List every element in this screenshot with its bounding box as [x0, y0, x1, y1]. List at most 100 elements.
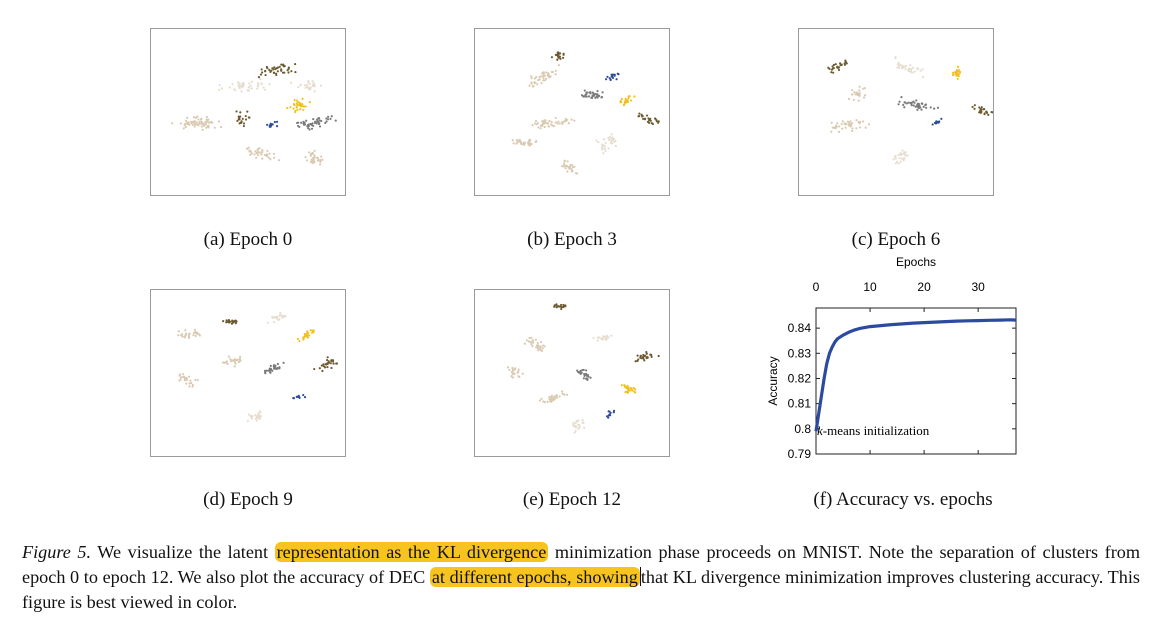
scatter-point — [550, 120, 553, 123]
scatter-point — [536, 344, 539, 347]
scatter-point — [830, 71, 833, 74]
scatter-point — [915, 99, 918, 102]
scatter-point — [525, 339, 528, 342]
scatter-point — [301, 103, 304, 106]
scatter-point — [542, 400, 545, 403]
scatter-point — [192, 334, 195, 337]
scatter-point — [568, 167, 572, 170]
scatter-point — [321, 369, 324, 373]
scatter-point — [830, 121, 833, 124]
scatter-point — [250, 416, 253, 419]
scatter-point — [537, 78, 540, 82]
scatter-point — [306, 330, 309, 333]
scatter-point — [528, 144, 531, 147]
scatter-point — [240, 121, 243, 124]
scatter-point — [307, 334, 311, 337]
scatter-point — [598, 94, 601, 97]
caption-highlight-2[interactable]: at different epochs, showing — [429, 567, 640, 587]
scatter-point — [637, 358, 640, 361]
scatter-point — [897, 61, 900, 64]
point-cluster-olive — [637, 112, 660, 126]
scatter-point — [200, 117, 203, 120]
scatter-point — [952, 71, 955, 74]
scatter-point — [983, 107, 986, 111]
scatter-point — [265, 369, 268, 372]
scatter-point — [249, 84, 252, 87]
scatter-point — [904, 154, 907, 157]
scatter-point — [263, 369, 267, 372]
scatter-point — [530, 77, 533, 80]
scatter-point — [577, 423, 580, 426]
scatter-point — [638, 112, 641, 115]
scatter-point — [257, 154, 260, 157]
scatter-point — [551, 396, 554, 399]
scatter-point — [269, 364, 272, 367]
scatter-point — [627, 95, 630, 98]
scatter-point — [275, 67, 279, 70]
scatter-point — [563, 164, 567, 168]
scatter-point — [249, 153, 252, 156]
scatter-point — [334, 119, 337, 122]
scatter-point — [325, 363, 328, 366]
scatter-point — [305, 119, 308, 122]
scatter-point — [651, 122, 655, 126]
scatter-point — [620, 384, 623, 387]
subcaption-epoch-6: (c) Epoch 6 — [851, 229, 941, 250]
point-cluster-yellow — [620, 384, 637, 394]
scatter-point — [585, 369, 588, 372]
scatter-point — [269, 123, 272, 127]
scatter-point — [583, 89, 586, 92]
scatter-point — [218, 84, 221, 87]
scatter-point — [255, 417, 258, 420]
scatter-point — [592, 92, 595, 95]
scatter-point — [978, 106, 981, 109]
scatter-point — [858, 92, 861, 95]
scatter-point — [558, 52, 562, 55]
scatter-point — [254, 150, 257, 153]
scatter-point — [584, 373, 587, 376]
scatter-point — [517, 370, 520, 373]
scatter-point — [613, 137, 616, 141]
scatter-point — [903, 106, 906, 109]
scatter-point — [535, 346, 538, 349]
scatter-point — [297, 394, 300, 397]
point-cluster-olive — [313, 356, 339, 373]
scatter-point — [601, 148, 604, 151]
scatter-point — [562, 120, 565, 123]
scatter-point — [910, 68, 913, 71]
scatter-point — [321, 158, 324, 161]
scatter-point — [194, 334, 197, 338]
scatter-point — [277, 159, 281, 162]
scatter-point — [511, 139, 514, 142]
scatter-point — [536, 83, 539, 86]
scatter-point — [957, 68, 960, 71]
scatter-point — [973, 107, 976, 110]
scatter-point — [936, 106, 940, 109]
scatter-point — [311, 161, 314, 165]
scatter-point — [260, 68, 263, 71]
scatter-point — [892, 158, 895, 161]
scatter-point — [261, 71, 264, 74]
scatter-point — [241, 117, 244, 120]
scatter-point — [918, 105, 921, 108]
caption-highlight-1[interactable]: representation as the KL divergence — [274, 542, 549, 562]
scatter-point — [179, 378, 182, 381]
scatter-point — [898, 63, 902, 67]
scatter-point — [548, 119, 551, 123]
scatter-point — [238, 357, 241, 361]
scatter-point — [864, 126, 867, 129]
scatter-point — [920, 108, 923, 111]
scatter-point — [528, 336, 531, 340]
scatter-point — [272, 321, 276, 324]
scatter-point — [335, 362, 338, 365]
scatter-point — [631, 389, 634, 392]
scatter-point — [246, 89, 249, 92]
scatter-point — [261, 157, 264, 160]
scatter-point — [198, 120, 201, 123]
scatter-point — [248, 150, 251, 153]
scatter-point — [602, 138, 606, 141]
scatter-point — [530, 82, 533, 85]
scatter-point — [312, 83, 315, 87]
scatter-point — [536, 346, 539, 350]
scatter-point — [536, 122, 539, 125]
